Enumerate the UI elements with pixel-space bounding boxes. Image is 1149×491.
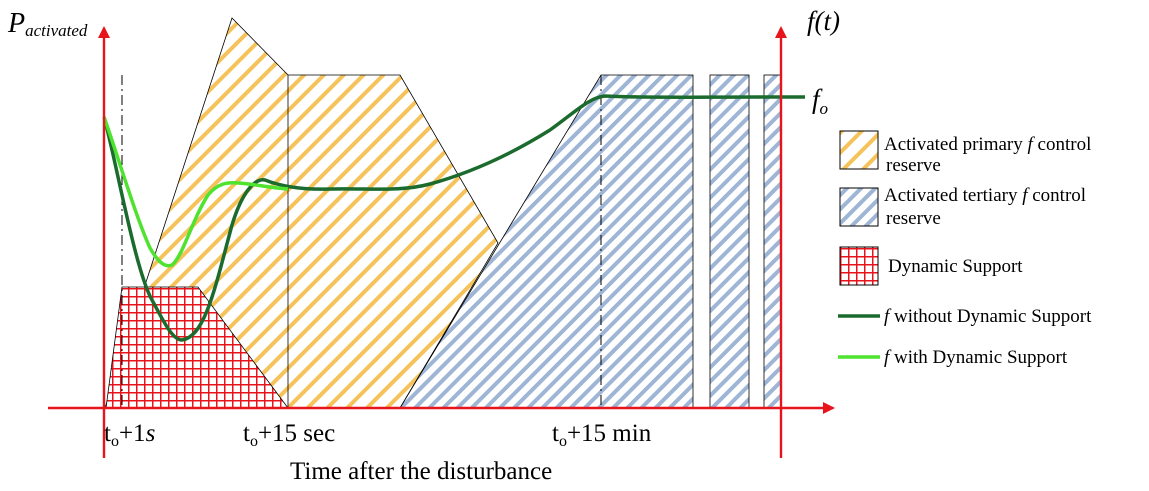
legend-label-tertiary-line2: reserve xyxy=(886,208,941,229)
legend: Activated primary f control reserve Acti… xyxy=(838,130,1092,368)
legend-label-with: f with Dynamic Support xyxy=(884,347,1068,368)
tertiary-reserve-area-block-2 xyxy=(709,74,750,409)
y-right-axis-label: f(t) xyxy=(807,6,840,36)
legend-label-tertiary-line1: Activated tertiary f control xyxy=(884,185,1086,206)
f-nominal-label: fo xyxy=(812,84,828,118)
legend-swatch-primary xyxy=(839,130,879,170)
tick-label-15sec: to+15 sec xyxy=(243,420,335,450)
tick-label-15min: to+15 min xyxy=(552,420,652,450)
frequency-with-dynamic-support-line xyxy=(102,116,289,268)
legend-swatch-tertiary xyxy=(839,187,879,227)
legend-swatch-dynamic xyxy=(839,246,879,286)
legend-label-primary-line2: reserve xyxy=(886,155,941,176)
tertiary-reserve-area-block-3 xyxy=(763,74,782,409)
tick-label-1s: to+1s xyxy=(104,420,155,450)
legend-label-without: f without Dynamic Support xyxy=(884,306,1092,327)
y-left-axis-label: Pactivated xyxy=(7,8,88,40)
frequency-without-dynamic-support-line xyxy=(102,94,805,342)
legend-label-dynamic: Dynamic Support xyxy=(888,256,1023,277)
legend-label-primary-line1: Activated primary f control xyxy=(884,134,1091,155)
x-axis-title: Time after the disturbance xyxy=(290,458,552,485)
